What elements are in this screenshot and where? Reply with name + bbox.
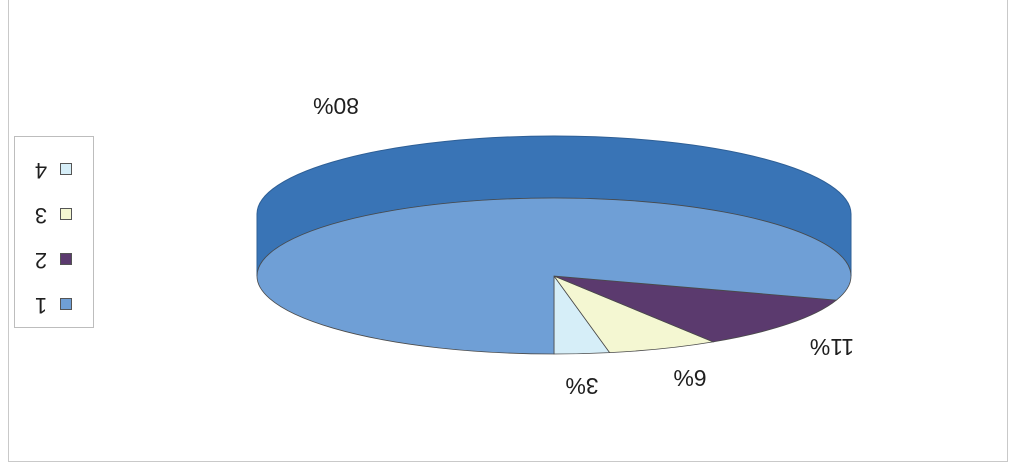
legend-swatch-1 <box>60 298 72 310</box>
legend-item-4: 4 <box>15 155 95 185</box>
legend: 4 3 2 1 <box>14 136 94 328</box>
legend-item-2: 2 <box>15 245 95 275</box>
pie-label-2: 11% <box>810 334 854 360</box>
legend-swatch-2 <box>60 253 72 265</box>
legend-label-2: 2 <box>34 248 48 273</box>
legend-item-1: 1 <box>15 290 95 320</box>
pie-label-4: 3% <box>565 373 598 399</box>
pie-slice-1 <box>256 197 852 355</box>
legend-label-1: 1 <box>34 293 48 318</box>
legend-label-3: 3 <box>34 203 48 228</box>
legend-swatch-3 <box>60 208 72 220</box>
legend-swatch-4 <box>60 163 72 175</box>
pie-label-3: 6% <box>673 365 706 391</box>
pie-slice-2 <box>553 275 838 343</box>
pie-label-1: 80% <box>313 93 359 119</box>
legend-label-4: 4 <box>34 158 48 183</box>
legend-item-3: 3 <box>15 200 95 230</box>
